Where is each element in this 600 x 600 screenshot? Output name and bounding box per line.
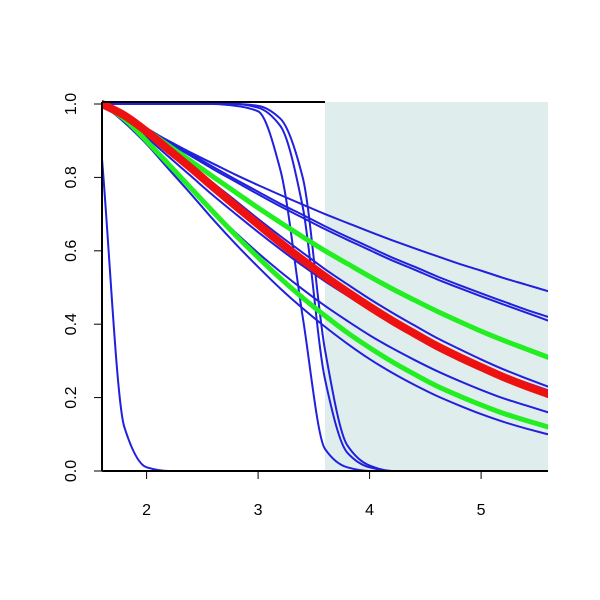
y-tick-label: 0.4 <box>63 313 80 335</box>
y-tick-label: 0.2 <box>63 386 80 408</box>
x-tick-label: 4 <box>365 502 374 519</box>
curve <box>102 101 548 430</box>
x-tick-label: 3 <box>254 502 263 519</box>
shaded-region <box>325 102 548 471</box>
y-tick-label: 0.0 <box>63 460 80 482</box>
x-tick-label: 5 <box>477 502 486 519</box>
y-tick-label: 1.0 <box>63 93 80 115</box>
x-tick-label: 2 <box>142 502 151 519</box>
curve <box>102 103 548 436</box>
y-tick-label: 0.8 <box>63 166 80 188</box>
curve <box>102 103 548 322</box>
curve <box>102 103 548 318</box>
curve <box>102 100 548 398</box>
y-tick-label: 0.6 <box>63 240 80 262</box>
